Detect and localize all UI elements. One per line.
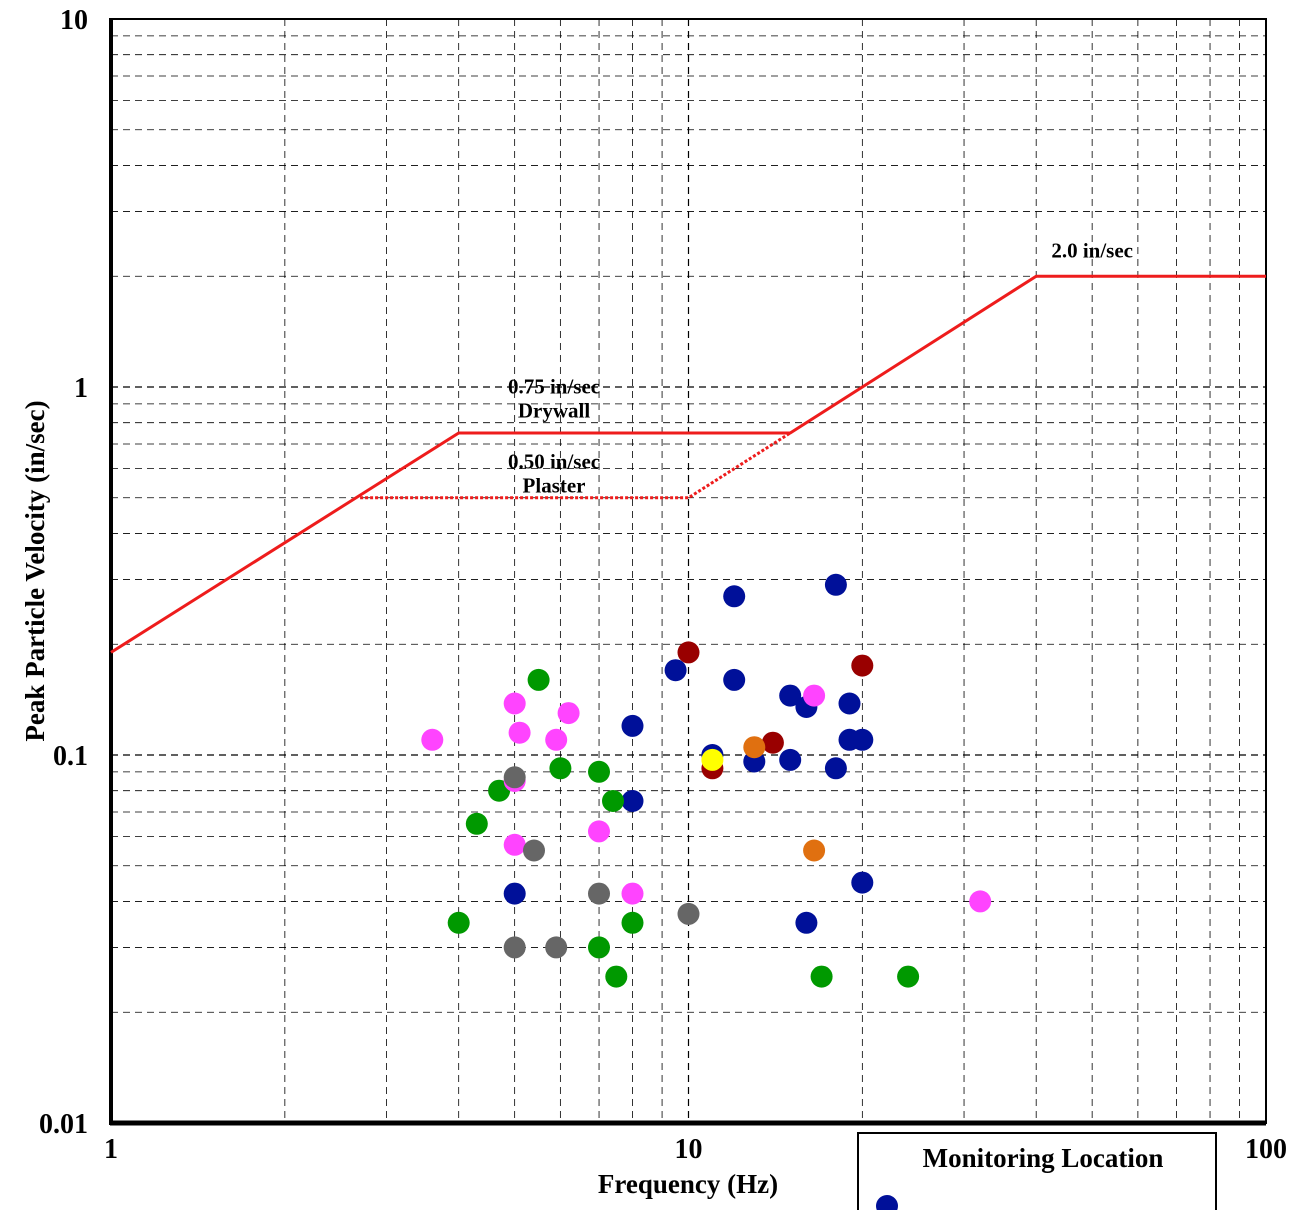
data-point — [664, 659, 687, 682]
data-point — [824, 573, 847, 596]
data-point — [447, 911, 470, 934]
curve-annotations: 2.0 in/sec 0.75 in/sec Drywall 0.50 in/sec P… — [508, 238, 1133, 497]
data-point — [851, 728, 874, 751]
data-point — [503, 692, 526, 715]
legend: Monitoring Location — [857, 1132, 1217, 1210]
x-axis-title: Frequency (Hz) — [598, 1169, 778, 1199]
tick-labels: 1 10 100 0.01 0.1 1 10 — [39, 5, 1287, 1165]
data-point — [545, 728, 568, 751]
grid-lines — [111, 19, 1266, 1123]
data-point — [897, 965, 920, 988]
data-point — [508, 721, 531, 744]
data-point — [621, 911, 644, 934]
annotation-line: Drywall — [518, 399, 590, 423]
data-point — [588, 760, 610, 783]
legend-box — [857, 1132, 1217, 1210]
curve-annotation: 0.50 in/sec Plaster — [508, 450, 600, 498]
data-point — [803, 839, 826, 862]
curve-annotation: 0.75 in/sec Drywall — [508, 375, 600, 423]
y-tick-label: 0.01 — [39, 1109, 88, 1140]
data-point — [588, 882, 610, 905]
data-point — [621, 790, 644, 812]
data-point — [723, 668, 746, 691]
data-point — [588, 936, 610, 959]
data-point — [503, 766, 526, 789]
data-point — [701, 748, 724, 771]
x-tick-label: 10 — [675, 1134, 703, 1165]
data-point — [969, 890, 992, 913]
annotation-line: 2.0 in/sec — [1051, 238, 1133, 262]
data-point — [838, 692, 861, 715]
data-point — [723, 585, 746, 608]
data-point — [621, 714, 644, 737]
data-point — [761, 731, 784, 754]
y-tick-label: 0.1 — [53, 741, 88, 772]
data-point — [421, 728, 444, 751]
curve-annotation: 2.0 in/sec — [1051, 238, 1133, 262]
legend-marker — [876, 1195, 898, 1210]
data-point — [557, 702, 580, 725]
data-point — [621, 882, 644, 905]
data-point — [803, 684, 826, 707]
data-point — [795, 911, 818, 934]
data-point — [503, 882, 526, 905]
data-point — [677, 902, 700, 925]
data-point — [549, 757, 572, 780]
y-tick-label: 1 — [74, 373, 88, 404]
data-point — [824, 757, 847, 780]
data-point — [527, 668, 550, 691]
data-point — [503, 833, 526, 856]
data-point — [779, 748, 802, 771]
data-point — [743, 736, 766, 759]
drywall-limit-curve — [110, 274, 1266, 654]
data-point — [523, 839, 545, 862]
limit-curves — [110, 274, 1266, 654]
x-tick-label: 100 — [1245, 1134, 1287, 1165]
annotation-line: 0.75 in/sec — [508, 375, 600, 399]
data-point — [545, 936, 568, 959]
data-point — [779, 684, 802, 707]
data-point — [605, 965, 628, 988]
y-axis-title: Peak Particle Velocity (in/sec) — [20, 400, 50, 741]
data-point — [503, 936, 526, 959]
legend-title: Monitoring Location — [923, 1143, 1164, 1173]
annotation-line: 0.50 in/sec — [508, 450, 600, 474]
data-point — [677, 641, 700, 664]
data-point — [465, 812, 488, 835]
data-point — [602, 790, 624, 812]
data-points — [421, 573, 992, 988]
y-tick-label: 10 — [60, 5, 88, 36]
data-point — [851, 871, 874, 894]
data-point — [851, 654, 874, 677]
x-tick-label: 1 — [104, 1134, 118, 1165]
data-point — [810, 965, 833, 988]
annotation-line: Plaster — [523, 474, 586, 498]
data-point — [588, 820, 610, 843]
